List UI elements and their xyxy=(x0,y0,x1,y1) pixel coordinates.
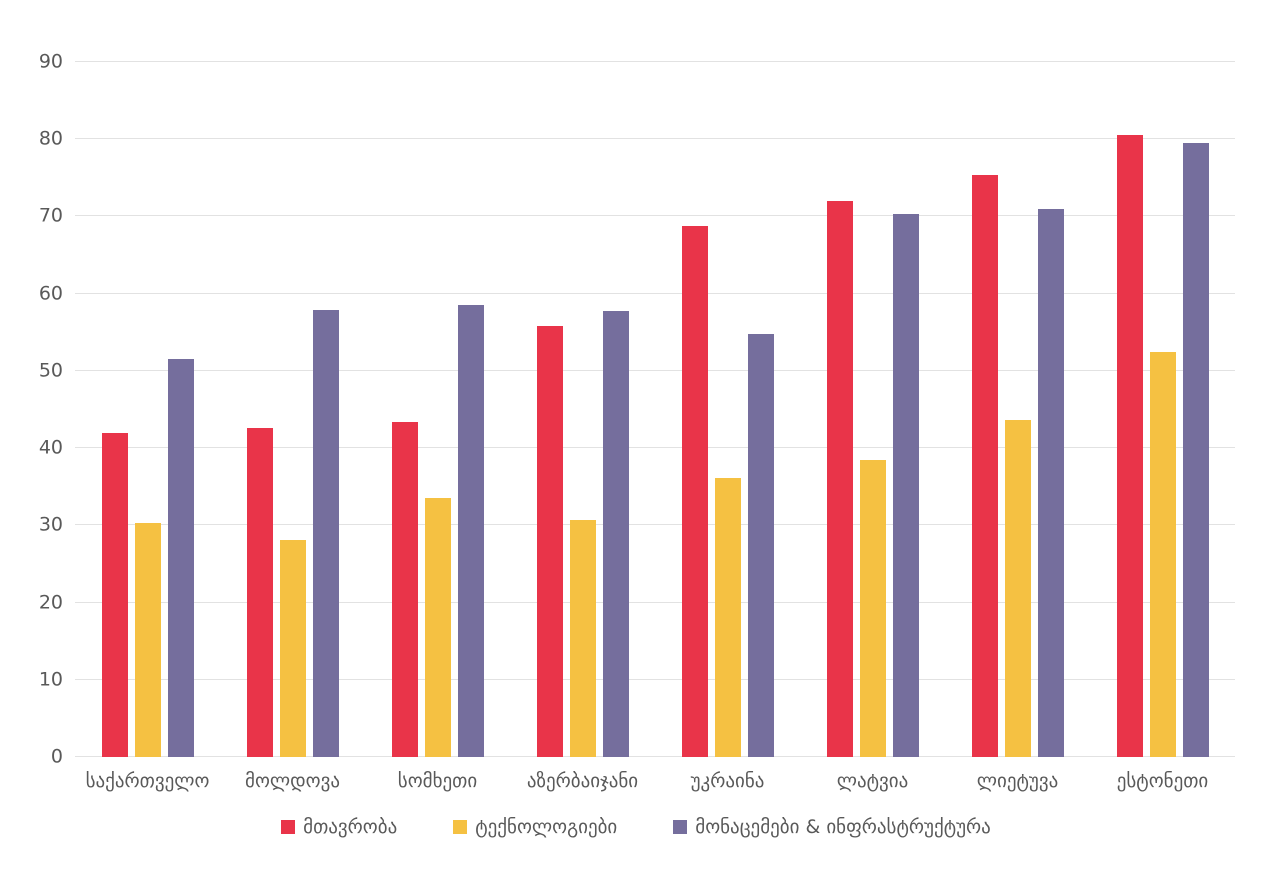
bar-technologies-armenia xyxy=(424,497,451,757)
bar-data-infrastructure-georgia xyxy=(167,359,194,757)
bar-technologies-georgia xyxy=(134,523,161,757)
bar-group-georgia xyxy=(75,62,220,757)
gridline-y-90 xyxy=(75,61,1235,62)
bar-groups xyxy=(75,62,1235,757)
x-tick-label-armenia: სომხეთი xyxy=(397,770,478,792)
x-tick-label-moldova: მოლდოვა xyxy=(245,770,340,792)
bar-group-ukraine xyxy=(655,62,800,757)
gridline-y-80 xyxy=(75,138,1235,140)
bar-data-infrastructure-latvia xyxy=(892,214,919,757)
bar-government-latvia xyxy=(826,201,853,757)
bar-technologies-lithuania xyxy=(1004,419,1031,757)
legend-label-data-infrastructure: მონაცემები & ინფრასტრუქტურა xyxy=(695,816,991,838)
bar-technologies-estonia xyxy=(1149,351,1176,757)
bar-technologies-azerbaijan xyxy=(569,519,596,757)
gridline-y-50 xyxy=(75,369,1235,371)
legend-item-data-infrastructure: მონაცემები & ინფრასტრუქტურა xyxy=(673,816,991,838)
bar-data-infrastructure-ukraine xyxy=(747,333,774,757)
bar-technologies-moldova xyxy=(279,540,306,757)
bar-government-moldova xyxy=(246,428,273,757)
y-tick-label-0: 0 xyxy=(50,745,63,768)
y-tick-label-30: 30 xyxy=(38,513,63,536)
bar-group-lithuania xyxy=(945,62,1090,757)
y-tick-label-20: 20 xyxy=(38,591,63,614)
x-tick-label-estonia: ესტონეთი xyxy=(1116,770,1209,792)
x-tick-label-azerbaijan: აზერბაიჯანი xyxy=(526,770,639,792)
legend-swatch-technologies xyxy=(453,820,468,834)
x-tick-label-lithuania: ლიეტუვა xyxy=(976,770,1059,792)
gridline-y-60 xyxy=(75,292,1235,294)
bar-data-infrastructure-estonia xyxy=(1182,143,1209,757)
y-tick-label-40: 40 xyxy=(38,436,63,459)
bar-data-infrastructure-moldova xyxy=(312,309,339,757)
gridline-y-40 xyxy=(75,447,1235,449)
bar-government-estonia xyxy=(1116,135,1143,757)
bar-government-georgia xyxy=(101,432,128,757)
x-tick-label-ukraine: უკრაინა xyxy=(690,770,765,792)
bar-group-armenia xyxy=(365,62,510,757)
bar-technologies-latvia xyxy=(859,459,886,757)
legend-swatch-data-infrastructure xyxy=(673,820,688,834)
gridline-y-30 xyxy=(75,524,1235,526)
x-axis: საქართველო მოლდოვა სომხეთი აზერბაიჯანი უკრაი… xyxy=(75,768,1235,795)
bar-group-azerbaijan xyxy=(510,62,655,757)
legend: მთავრობა ტექნოლოგიები მონაცემები & ინფრასტ… xyxy=(0,816,1272,838)
bar-data-infrastructure-lithuania xyxy=(1037,208,1064,757)
legend-label-technologies: ტექნოლოგიები xyxy=(475,816,618,838)
y-tick-label-70: 70 xyxy=(38,204,63,227)
gridline-y-70 xyxy=(75,215,1235,217)
gridline-y-10 xyxy=(75,678,1235,680)
gridline-y-20 xyxy=(75,601,1235,603)
y-axis: 0 10 20 30 40 50 60 70 80 90 xyxy=(0,52,63,766)
y-tick-label-80: 80 xyxy=(38,127,63,150)
bar-government-ukraine xyxy=(681,225,708,757)
gridline-y-0 xyxy=(75,756,1235,757)
x-tick-label-georgia: საქართველო xyxy=(85,770,210,792)
x-tick-label-latvia: ლატვია xyxy=(836,770,909,792)
plot-area xyxy=(75,61,1235,757)
y-tick-label-60: 60 xyxy=(38,282,63,305)
legend-item-government: მთავრობა xyxy=(281,816,397,838)
bar-data-infrastructure-azerbaijan xyxy=(602,311,629,757)
bar-technologies-ukraine xyxy=(714,478,741,757)
bar-group-estonia xyxy=(1090,62,1235,757)
bar-government-azerbaijan xyxy=(536,326,563,757)
y-tick-label-50: 50 xyxy=(38,359,63,382)
legend-swatch-government xyxy=(281,820,296,834)
y-tick-label-90: 90 xyxy=(38,50,63,73)
bar-government-lithuania xyxy=(971,174,998,757)
legend-label-government: მთავრობა xyxy=(303,816,398,838)
legend-item-technologies: ტექნოლოგიები xyxy=(453,816,617,838)
y-tick-label-10: 10 xyxy=(38,668,63,691)
bar-government-armenia xyxy=(391,421,418,757)
bar-data-infrastructure-armenia xyxy=(457,305,484,757)
bar-group-latvia xyxy=(800,62,945,757)
bar-group-moldova xyxy=(220,62,365,757)
